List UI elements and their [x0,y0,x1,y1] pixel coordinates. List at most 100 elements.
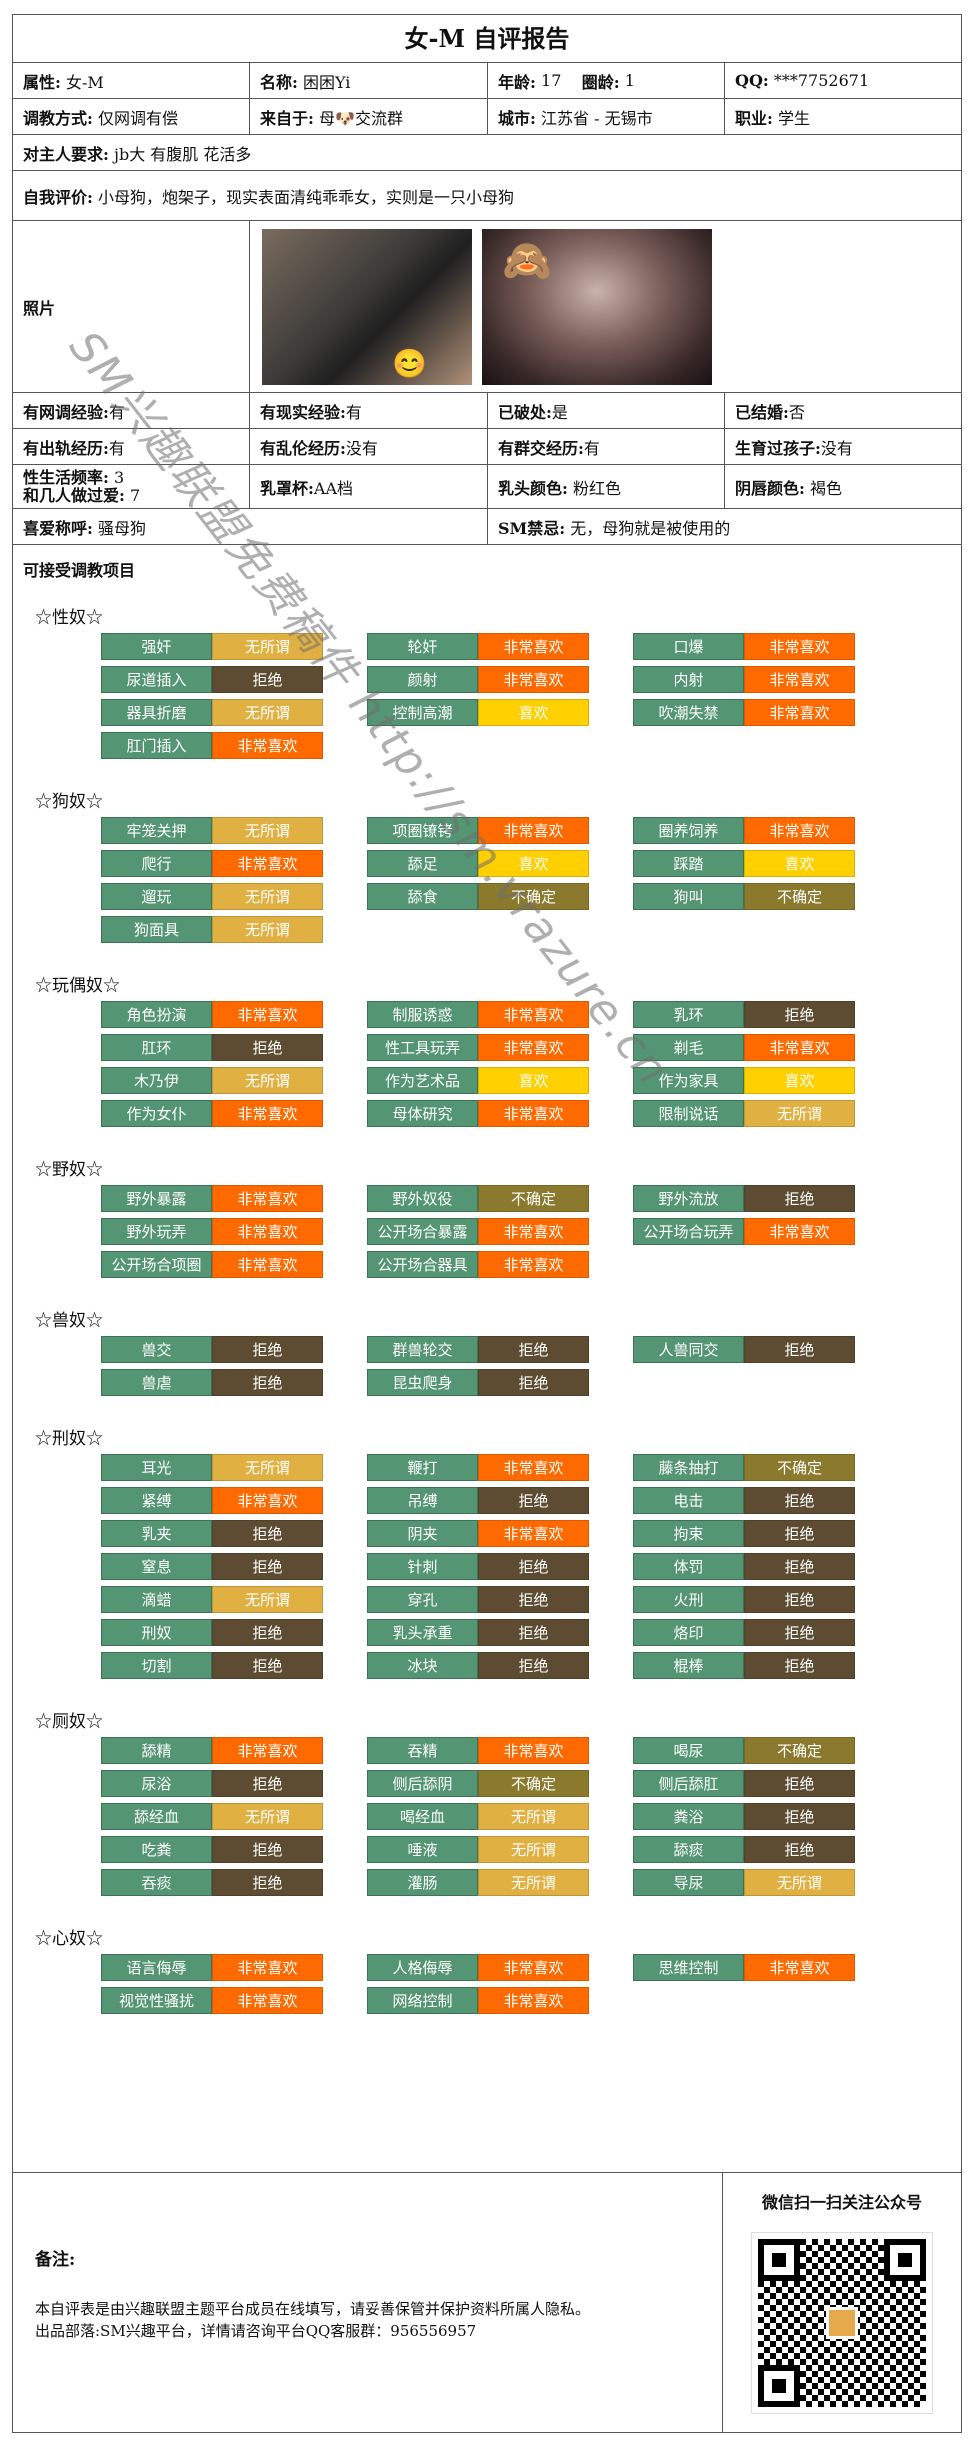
training-item: 冰块 拒绝 [367,1652,589,1679]
item-preference: 拒绝 [212,1770,323,1797]
item-preference: 拒绝 [478,1586,589,1613]
training-item: 乳夹 拒绝 [101,1520,323,1547]
job-value: 学生 [778,108,811,128]
training-item: 口爆 非常喜欢 [633,633,855,660]
taboo-label: SM禁忌: [498,518,566,538]
training-item: 作为女仆 非常喜欢 [101,1100,323,1127]
training-item: 舔经血 无所谓 [101,1803,323,1830]
training-item: 思维控制 非常喜欢 [633,1954,855,1981]
training-item: 角色扮演 非常喜欢 [101,1001,323,1028]
item-preference: 无所谓 [478,1836,589,1863]
item-preference: 拒绝 [478,1619,589,1646]
circle-age-label: 圈龄: [581,72,620,92]
item-name: 喝尿 [633,1737,744,1764]
training-item: 舔精 非常喜欢 [101,1737,323,1764]
requirement-value: jb大 有腹肌 花活多 [114,144,252,164]
section: ☆刑奴☆ 耳光 无所谓 鞭打 非常喜欢 藤条抽打 不确定 紧缚 非常喜欢 吊缚 拒绝 电击 拒绝 乳夹 拒绝… [13,1414,961,1697]
nick-row: 喜爱称呼: 骚母狗 SM禁忌: 无，母狗就是被使用的 [13,509,961,545]
training-item: 吞痰 拒绝 [101,1869,323,1896]
item-preference: 无所谓 [744,1869,855,1896]
item-name: 人格侮辱 [367,1954,478,1981]
item-name: 野外流放 [633,1185,744,1212]
item-name: 语言侮辱 [101,1954,212,1981]
item-name: 限制说话 [633,1100,744,1127]
training-item: 轮奸 非常喜欢 [367,633,589,660]
item-preference: 非常喜欢 [212,1987,323,2014]
item-name: 侧后舔阴 [367,1770,478,1797]
item-preference: 非常喜欢 [744,699,855,726]
item-preference: 非常喜欢 [744,1034,855,1061]
info-row-2: 调教方式: 仅网调有偿 来自于: 母🐶交流群 城市: 江苏省 - 无锡市 职业:… [13,99,961,135]
item-name: 兽交 [101,1336,212,1363]
training-item: 电击 拒绝 [633,1487,855,1514]
item-preference: 无所谓 [744,1100,855,1127]
broken-label: 已破处: [498,402,552,422]
training-item: 拘束 拒绝 [633,1520,855,1547]
item-preference: 非常喜欢 [212,1001,323,1028]
name-label: 名称: [260,72,298,92]
method-value: 仅网调有偿 [98,108,179,128]
child-label: 生育过孩子: [735,438,821,458]
qq-label: QQ: [735,71,769,90]
training-item: 踩踏 喜欢 [633,850,855,877]
item-preference: 无所谓 [212,1586,323,1613]
item-name: 性工具玩弄 [367,1034,478,1061]
photo-label: 照片 [13,221,250,392]
item-name: 思维控制 [633,1954,744,1981]
age-label: 年龄: [498,72,536,92]
training-item: 母体研究 非常喜欢 [367,1100,589,1127]
item-name: 颜射 [367,666,478,693]
item-name: 野外奴役 [367,1185,478,1212]
item-name: 作为艺术品 [367,1067,478,1094]
item-preference: 非常喜欢 [212,1487,323,1514]
photo-1[interactable]: 😊 [262,228,472,385]
page-title: 女-M 自评报告 [13,15,961,63]
item-name: 牢笼关押 [101,817,212,844]
item-name: 舔痰 [633,1836,744,1863]
child-value: 没有 [820,438,853,458]
training-item: 乳头承重 拒绝 [367,1619,589,1646]
item-preference: 非常喜欢 [744,633,855,660]
item-preference: 非常喜欢 [478,666,589,693]
item-preference: 拒绝 [212,1369,323,1396]
incest-label: 有乱伦经历: [260,438,346,458]
item-name: 电击 [633,1487,744,1514]
training-item: 作为家具 喜欢 [633,1067,855,1094]
item-preference: 非常喜欢 [478,633,589,660]
item-preference: 拒绝 [212,1652,323,1679]
training-item: 圈养饲养 非常喜欢 [633,817,855,844]
online-value: 有 [108,402,125,422]
item-preference: 不确定 [744,1454,855,1481]
training-item: 穿孔 拒绝 [367,1586,589,1613]
training-item: 木乃伊 无所谓 [101,1067,323,1094]
accept-row: 可接受调教项目 [13,545,961,593]
item-name: 狗叫 [633,883,744,910]
photo-2[interactable]: 🙈 [482,228,712,385]
job-label: 职业: [735,108,773,128]
training-item: 语言侮辱 非常喜欢 [101,1954,323,1981]
item-name: 唾液 [367,1836,478,1863]
section: ☆狗奴☆ 牢笼关押 无所谓 项圈镣铐 非常喜欢 圈养饲养 非常喜欢 爬行 非常喜欢 舔足 喜欢 踩踏喜… [13,777,961,961]
qr-code-icon[interactable] [751,2232,933,2414]
notes-line-2: 出品部落:SM兴趣平台，详情请咨询平台QQ客服群：956556957 [35,2322,477,2340]
item-preference: 拒绝 [744,1836,855,1863]
item-preference: 非常喜欢 [212,1737,323,1764]
section-title: ☆狗奴☆ [35,792,103,812]
name-value: 困困Yi [303,72,351,92]
labia-label: 阴唇颜色: [735,478,805,498]
item-preference: 非常喜欢 [212,1954,323,1981]
item-preference: 拒绝 [744,1803,855,1830]
item-name: 视觉性骚扰 [101,1987,212,2014]
training-item: 野外流放 拒绝 [633,1185,855,1212]
item-preference: 拒绝 [212,1034,323,1061]
item-name: 乳环 [633,1001,744,1028]
nipple-label: 乳头颜色: [498,478,568,498]
training-item: 强奸 无所谓 [101,633,323,660]
taboo-value: 无，母狗就是被使用的 [570,518,731,538]
group-value: 有 [583,438,600,458]
item-preference: 非常喜欢 [478,1987,589,2014]
item-preference: 拒绝 [744,1185,855,1212]
item-grid: 舔精 非常喜欢 吞精 非常喜欢 喝尿 不确定 尿浴 拒绝 侧后舔阴 不确定 侧后舔肛 拒绝 舔经血 无所谓… [13,1737,961,1914]
item-preference: 非常喜欢 [212,1251,323,1278]
married-value: 否 [788,402,805,422]
